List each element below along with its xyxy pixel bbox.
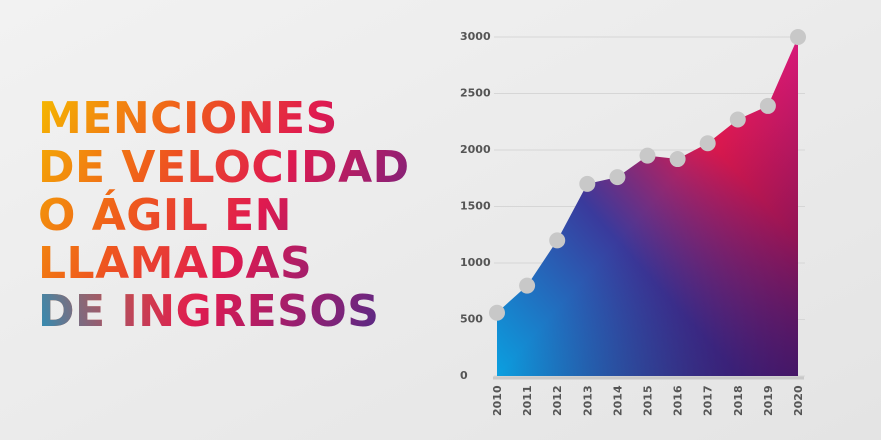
marker xyxy=(549,232,566,249)
x-tick-label: 2012 xyxy=(551,385,564,416)
marker xyxy=(759,97,776,114)
x-tick-label: 2015 xyxy=(642,385,655,416)
x-tick-label: 2019 xyxy=(762,385,775,416)
marker xyxy=(489,304,505,321)
x-tick-label: 2020 xyxy=(792,385,805,416)
y-tick-label: 2000 xyxy=(460,143,491,156)
title-line: LLAMADAS xyxy=(38,238,312,289)
y-tick-label: 0 xyxy=(460,369,468,382)
grid: 0 500 1000 1500 2000 2500 3000 xyxy=(460,30,805,382)
marker xyxy=(579,175,596,192)
x-tick-label: 2018 xyxy=(732,385,745,416)
x-tick-label: 2014 xyxy=(611,385,624,416)
title-line-overlay: DE INGRESOS xyxy=(38,286,379,337)
x-tick-label: 2011 xyxy=(521,385,534,416)
title-line: O ÁGIL EN xyxy=(38,188,292,241)
marker xyxy=(790,29,806,45)
marker xyxy=(609,169,626,186)
area-shade xyxy=(497,37,798,376)
x-tick-label: 2016 xyxy=(672,385,685,416)
x-tick-label: 2013 xyxy=(581,385,594,416)
y-tick-label: 1500 xyxy=(460,200,491,213)
y-tick-label: 2500 xyxy=(460,87,491,100)
x-tick-label: 2010 xyxy=(491,385,504,416)
marker xyxy=(729,111,746,128)
y-tick-label: 500 xyxy=(460,313,483,326)
title-line: DE INGRESOS xyxy=(38,286,379,337)
marker xyxy=(639,147,656,164)
marker xyxy=(669,151,686,168)
y-tick-label: 3000 xyxy=(460,30,491,43)
title-line: MENCIONES xyxy=(38,93,338,144)
marker xyxy=(699,135,716,152)
y-tick-label: 1000 xyxy=(460,256,491,269)
title-line: DE VELOCIDAD xyxy=(38,142,410,193)
x-tick-label: 2017 xyxy=(702,385,715,416)
marker xyxy=(519,277,536,294)
area-layer: 2010 2011 2012 2013 2014 2015 2016 2017 2018 2019… xyxy=(489,29,806,416)
